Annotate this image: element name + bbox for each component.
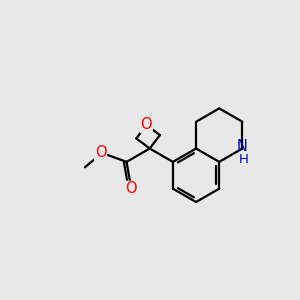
Text: O: O <box>141 118 152 133</box>
Text: N: N <box>237 139 248 154</box>
Text: H: H <box>239 153 249 166</box>
Text: O: O <box>95 146 106 160</box>
Text: O: O <box>125 182 136 196</box>
